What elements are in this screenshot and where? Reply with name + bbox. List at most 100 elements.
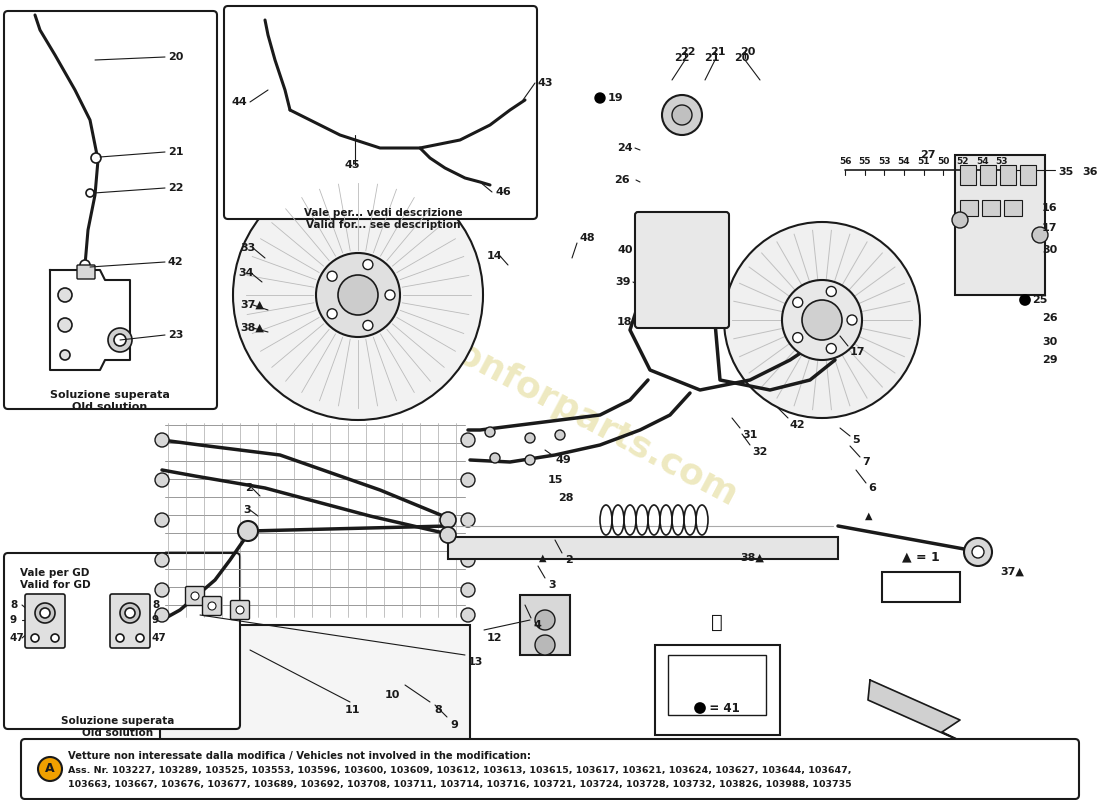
Text: ▲ = 1: ▲ = 1 <box>902 550 939 563</box>
Text: 33: 33 <box>240 243 255 253</box>
Circle shape <box>40 608 49 618</box>
Circle shape <box>338 275 378 315</box>
Circle shape <box>91 153 101 163</box>
Circle shape <box>35 603 55 623</box>
Text: Vale per GD
Valid for GD: Vale per GD Valid for GD <box>20 568 90 590</box>
Text: 30: 30 <box>1042 245 1057 255</box>
Circle shape <box>826 343 836 354</box>
Text: 9: 9 <box>450 720 458 730</box>
Text: 10: 10 <box>385 690 400 700</box>
Bar <box>982 200 1000 216</box>
Text: 19: 19 <box>608 93 624 103</box>
Text: 53: 53 <box>878 158 891 166</box>
Circle shape <box>51 634 59 642</box>
Text: 28: 28 <box>558 493 573 503</box>
Text: 14: 14 <box>487 251 503 261</box>
Circle shape <box>826 286 836 297</box>
Circle shape <box>108 328 132 352</box>
Text: 20: 20 <box>168 52 184 62</box>
Text: Vetture non interessate dalla modifica / Vehicles not involved in the modificati: Vetture non interessate dalla modifica /… <box>68 751 531 761</box>
Text: 18: 18 <box>617 317 632 327</box>
Text: ▲: ▲ <box>539 553 547 563</box>
Text: Soluzione superata
Old solution: Soluzione superata Old solution <box>51 390 169 411</box>
Circle shape <box>155 473 169 487</box>
FancyBboxPatch shape <box>4 11 217 409</box>
Circle shape <box>363 259 373 270</box>
Text: 9: 9 <box>152 615 160 625</box>
Text: 21: 21 <box>710 47 726 57</box>
Text: 24: 24 <box>617 143 632 153</box>
FancyBboxPatch shape <box>202 597 221 615</box>
Text: 22: 22 <box>674 53 690 63</box>
Text: 17: 17 <box>850 347 866 357</box>
Text: 56: 56 <box>838 158 851 166</box>
Circle shape <box>461 553 475 567</box>
Text: 43: 43 <box>538 78 553 88</box>
Bar <box>1020 165 1036 185</box>
Text: A: A <box>45 762 55 775</box>
Circle shape <box>155 583 169 597</box>
Text: passionforparts.com: passionforparts.com <box>358 286 742 514</box>
Text: 40: 40 <box>617 245 632 255</box>
Text: 53: 53 <box>996 158 1009 166</box>
Text: 6: 6 <box>868 483 876 493</box>
Circle shape <box>490 453 500 463</box>
Text: 54: 54 <box>898 158 910 166</box>
Text: 103663, 103667, 103676, 103677, 103689, 103692, 103708, 103711, 103714, 103716, : 103663, 103667, 103676, 103677, 103689, … <box>68 781 851 790</box>
Text: 8: 8 <box>10 600 18 610</box>
Circle shape <box>238 521 258 541</box>
Text: 52: 52 <box>957 158 969 166</box>
Text: Ass. Nr. 103227, 103289, 103525, 103553, 103596, 103600, 103609, 103612, 103613,: Ass. Nr. 103227, 103289, 103525, 103553,… <box>68 766 851 775</box>
Circle shape <box>672 105 692 125</box>
Circle shape <box>1020 295 1030 305</box>
Text: 20: 20 <box>740 47 756 57</box>
FancyBboxPatch shape <box>25 594 65 648</box>
Circle shape <box>782 280 862 360</box>
Text: 45: 45 <box>344 160 360 170</box>
Text: 47: 47 <box>10 633 24 643</box>
Circle shape <box>208 602 216 610</box>
Circle shape <box>155 433 169 447</box>
Circle shape <box>525 455 535 465</box>
Bar <box>1000 165 1016 185</box>
Text: 16: 16 <box>1042 203 1057 213</box>
Text: 30: 30 <box>1042 337 1057 347</box>
Polygon shape <box>868 680 980 750</box>
Text: Vale per... vedi descrizione
Valid for... see description: Vale per... vedi descrizione Valid for..… <box>304 208 462 230</box>
Bar <box>980 165 996 185</box>
Bar <box>654 645 780 735</box>
Circle shape <box>525 433 535 443</box>
Text: 22: 22 <box>168 183 184 193</box>
Text: 23: 23 <box>168 330 184 340</box>
Text: 37▲: 37▲ <box>240 300 264 310</box>
Circle shape <box>952 212 968 228</box>
Text: 37▲: 37▲ <box>1000 567 1024 577</box>
Text: 54: 54 <box>976 158 989 166</box>
Circle shape <box>86 189 94 197</box>
Text: 32: 32 <box>752 447 768 457</box>
Text: 3: 3 <box>243 505 251 515</box>
Text: 8: 8 <box>152 600 160 610</box>
Circle shape <box>793 298 803 307</box>
Text: 4: 4 <box>534 620 542 630</box>
Circle shape <box>363 321 373 330</box>
Text: 27: 27 <box>920 150 935 160</box>
Bar <box>668 655 766 715</box>
Circle shape <box>385 290 395 300</box>
FancyBboxPatch shape <box>635 212 729 328</box>
Circle shape <box>1032 227 1048 243</box>
Text: 49: 49 <box>556 455 571 465</box>
Text: 46: 46 <box>495 187 510 197</box>
Circle shape <box>327 271 337 281</box>
Text: 26: 26 <box>614 175 629 185</box>
Bar <box>520 595 570 655</box>
Circle shape <box>155 513 169 527</box>
Text: 51: 51 <box>917 158 930 166</box>
Text: 47: 47 <box>152 633 167 643</box>
Circle shape <box>485 427 495 437</box>
Text: 9: 9 <box>10 615 18 625</box>
Text: 39: 39 <box>615 277 630 287</box>
Circle shape <box>535 610 556 630</box>
Bar <box>882 572 960 602</box>
Text: ▲: ▲ <box>865 511 872 521</box>
